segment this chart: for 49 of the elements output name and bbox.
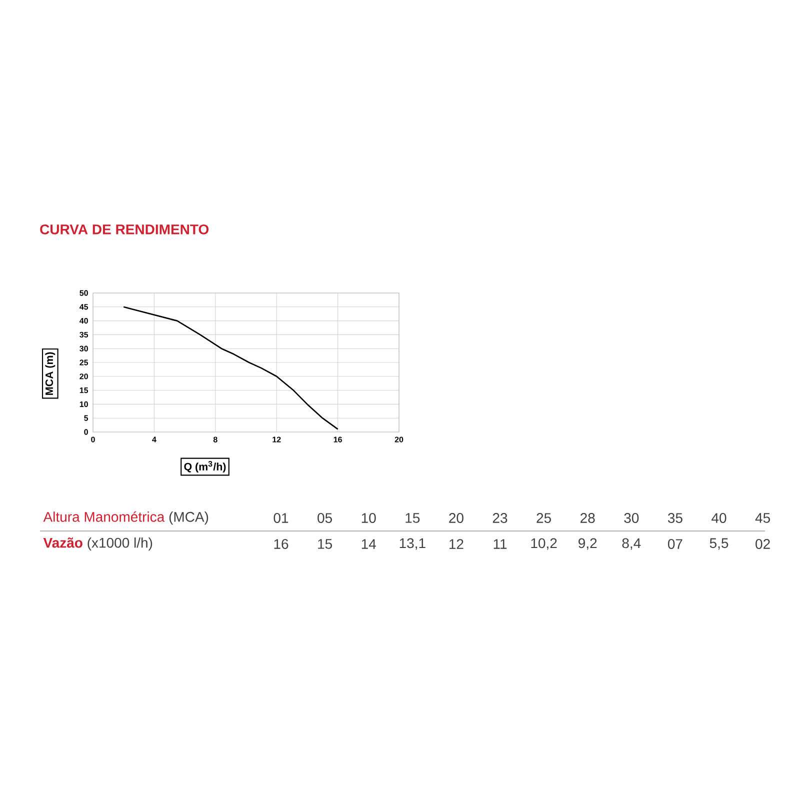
x-tick-label: 4	[152, 436, 156, 442]
y-tick-label: 30	[80, 346, 88, 352]
category-label: 25	[536, 513, 551, 523]
y-tick-label: 40	[80, 318, 88, 324]
y-tick-label: 35	[80, 332, 88, 338]
text: Altura Manométrica	[43, 511, 165, 522]
category-label: 10	[362, 513, 376, 523]
text: 8,4	[622, 538, 641, 550]
text: 12	[449, 539, 464, 549]
category-label: 23	[492, 513, 508, 523]
category-label: 20	[449, 513, 464, 523]
x-axis-title: Q (m$^{3}$/h)	[184, 460, 226, 473]
category-label: 05	[318, 513, 332, 523]
text: (MCA)	[169, 512, 208, 525]
text: 15	[318, 539, 332, 549]
x-tick-label: 20	[394, 436, 404, 442]
x-tick-label: 16	[334, 436, 342, 442]
y-tick-label: 20	[80, 374, 88, 380]
text: 11	[494, 539, 507, 549]
chart-title: CURVA DE RENDIMENTO	[40, 224, 209, 234]
y-tick-label: 25	[80, 360, 88, 366]
line-series	[122, 306, 338, 430]
text: 16	[274, 539, 288, 549]
y-tick-label: 0	[84, 429, 88, 435]
category-label: 30	[624, 513, 639, 523]
x-tick-label: 0	[91, 436, 95, 442]
category-label: 01	[274, 513, 288, 523]
text: 02	[756, 539, 770, 549]
y-axis-title: MCA (m)	[45, 352, 56, 395]
text: 13,1	[400, 538, 426, 550]
y-tick-label: 15	[80, 388, 88, 394]
text: 5,5	[710, 538, 728, 550]
text: (x1000 l/h)	[88, 537, 152, 551]
text: 10,2	[531, 538, 557, 550]
category-label: 40	[712, 513, 726, 523]
category-label: 35	[668, 513, 682, 523]
x-tick-label: 8	[213, 436, 218, 442]
y-tick-label: 5	[84, 415, 88, 421]
text: Vazão	[43, 538, 82, 548]
text: 14	[362, 539, 376, 549]
category-label: 45	[755, 513, 770, 523]
x-tick-label: 12	[272, 436, 281, 442]
y-tick-label: 50	[80, 290, 88, 296]
text: 07	[668, 539, 682, 549]
text: 9,2	[578, 538, 597, 550]
y-tick-label: 10	[80, 401, 88, 408]
category-label: 15	[406, 513, 420, 523]
category-label: 28	[580, 513, 595, 523]
y-tick-label: 45	[80, 304, 88, 310]
